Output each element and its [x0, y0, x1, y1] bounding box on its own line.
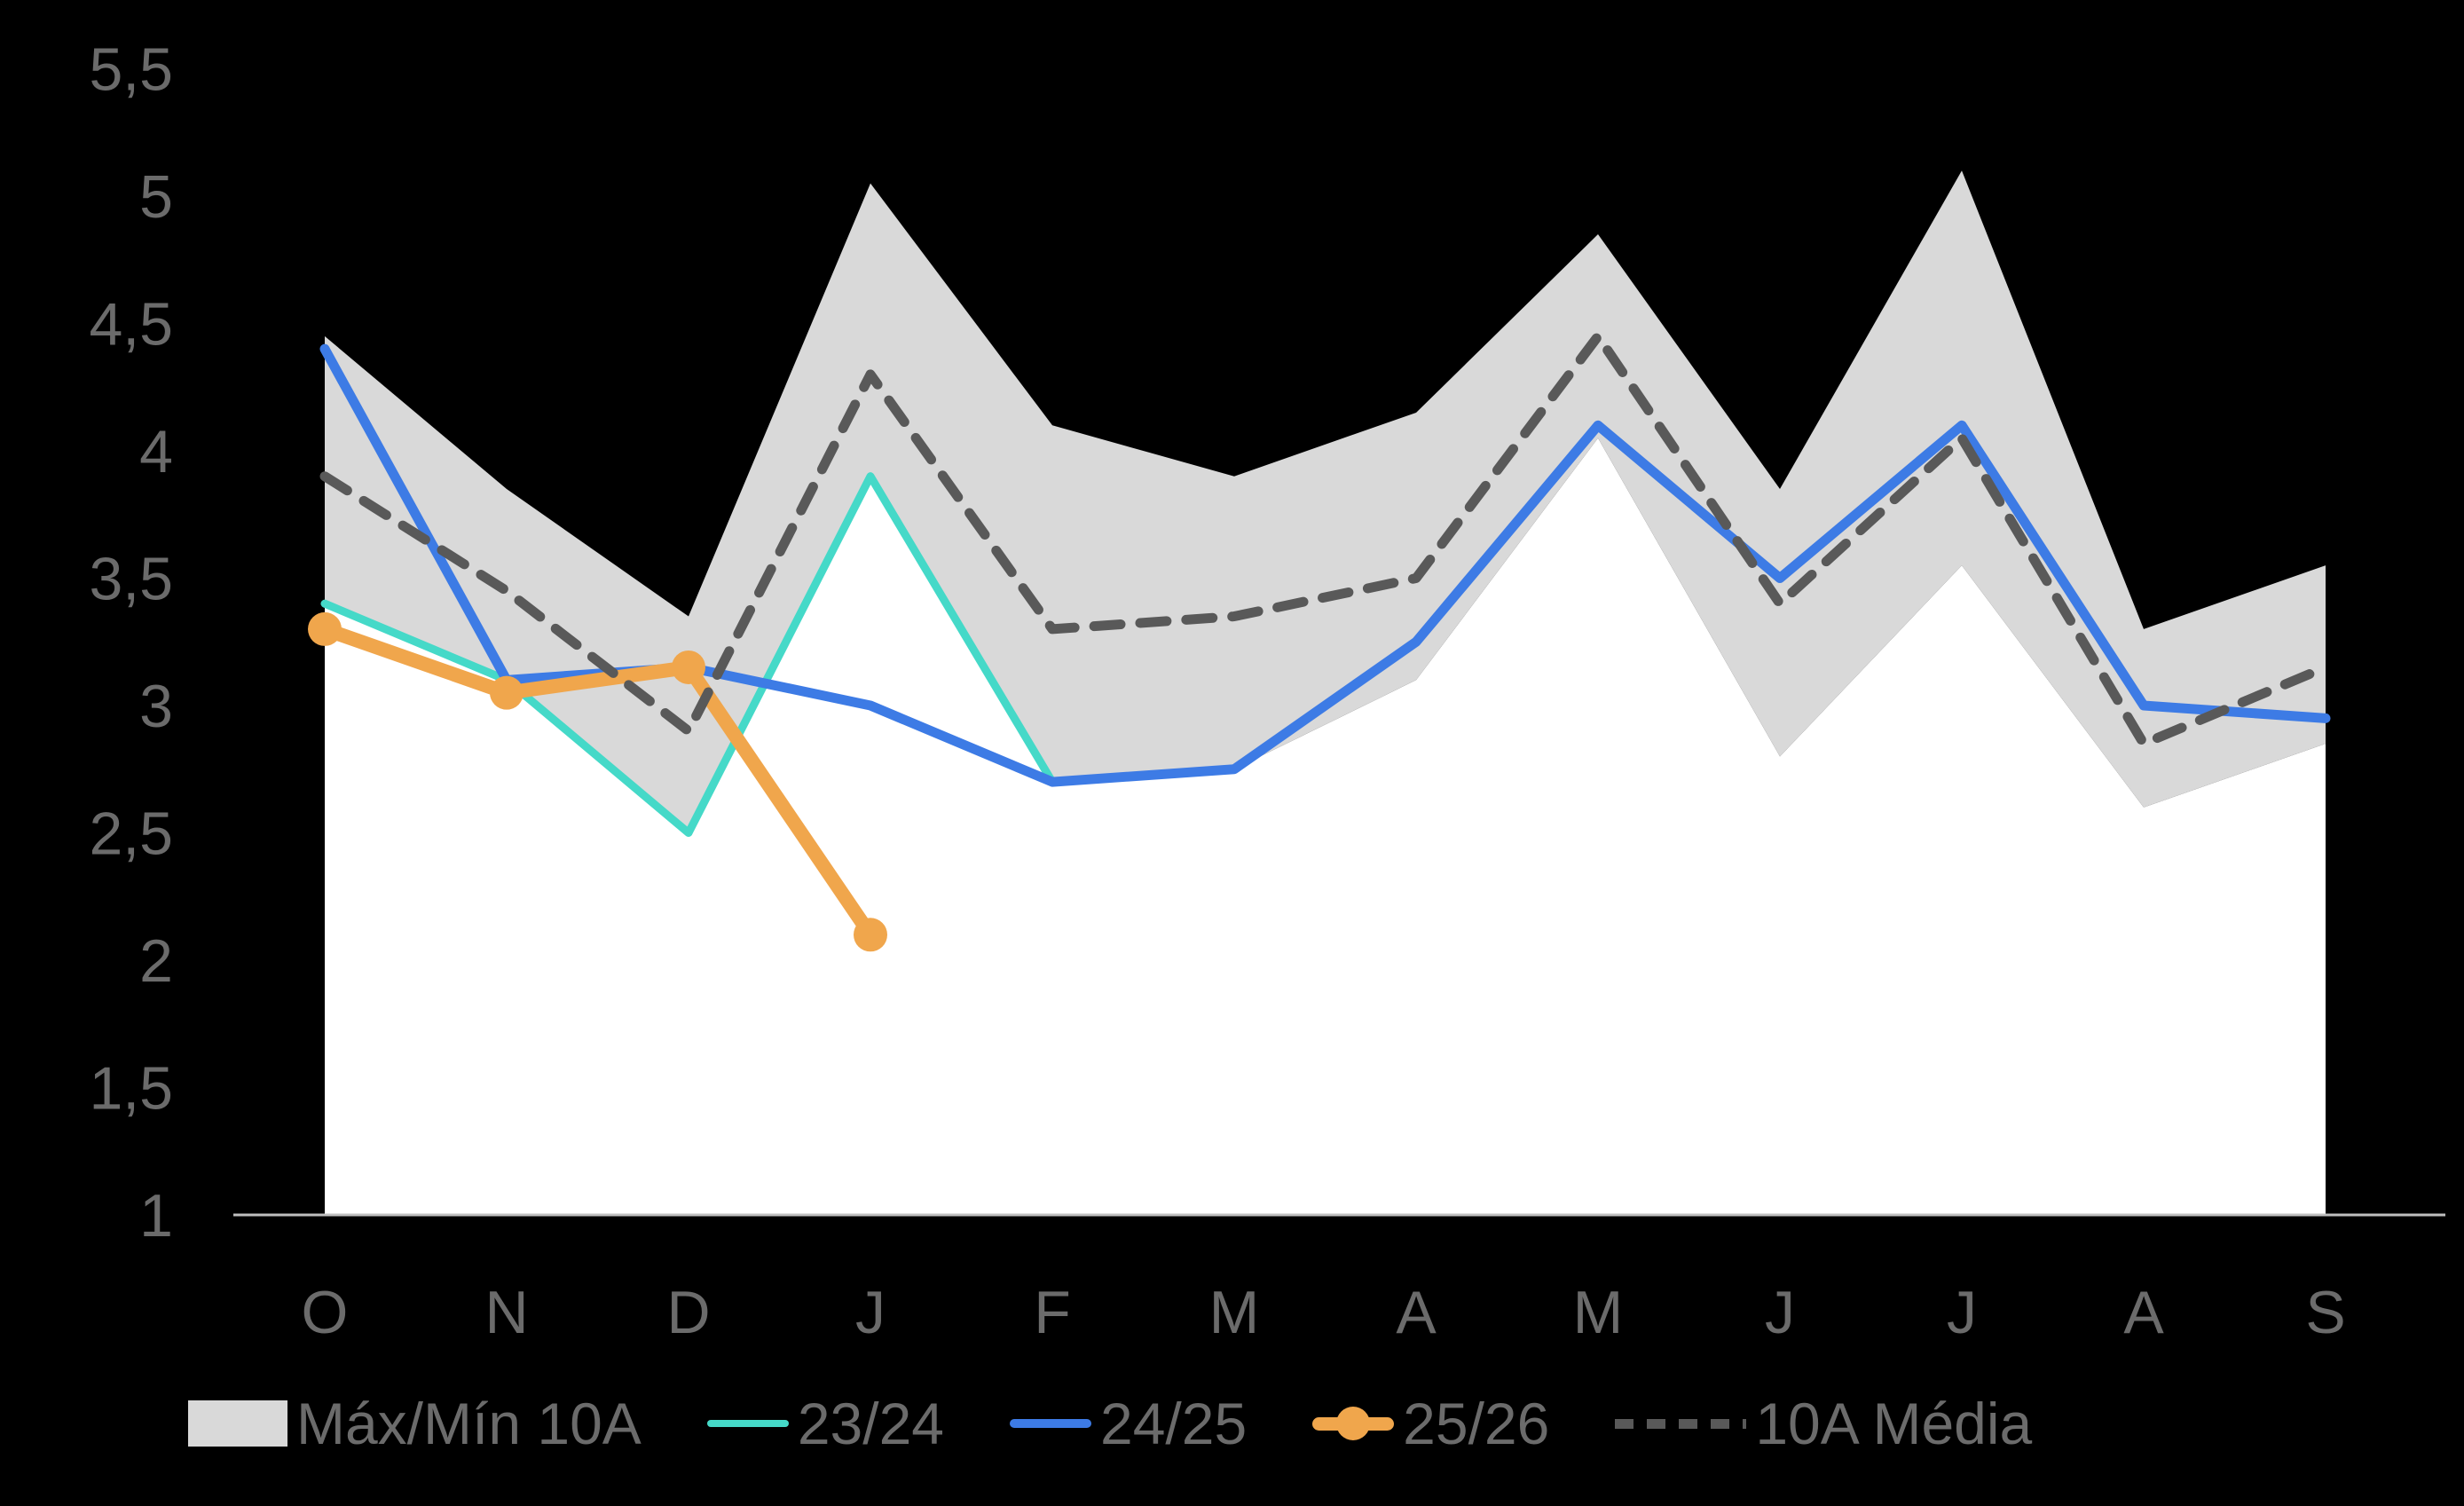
legend-item-10a-m-dia: 10A Média	[1615, 1390, 2032, 1457]
data-point-marker-25-26	[308, 611, 342, 646]
x-tick-label: N	[484, 1279, 528, 1346]
y-tick-label: 4	[139, 418, 173, 485]
series-line-10a-m-dia	[319, 331, 2331, 749]
x-tick-label: F	[1034, 1279, 1071, 1346]
series-line-23-24	[320, 472, 1057, 837]
data-point-marker-25-26	[672, 650, 705, 684]
legend-swatch-10a-m-dia-icon	[1615, 1418, 1747, 1429]
x-tick-label: S	[2305, 1279, 2345, 1346]
legend-swatch-24-25-icon	[1010, 1419, 1091, 1428]
x-tick-label: J	[1765, 1279, 1795, 1346]
legend-label: 25/26	[1403, 1391, 1550, 1456]
legend-item-23-24: 23/24	[706, 1390, 944, 1457]
x-tick-label: J	[855, 1279, 886, 1346]
legend-item-25-26: 25/26	[1312, 1390, 1549, 1457]
y-tick-label: 4,5	[89, 291, 173, 359]
legend-label: Máx/Mín 10A	[296, 1391, 642, 1456]
band-m-x-m-n-10a	[325, 170, 2326, 833]
legend-label: 24/25	[1100, 1391, 1248, 1456]
x-tick-label: D	[666, 1279, 710, 1346]
legend-swatch-23-24-icon	[706, 1420, 789, 1427]
y-tick-label: 5,5	[89, 36, 173, 104]
y-tick-label: 5	[139, 163, 173, 231]
x-tick-label: A	[2123, 1279, 2164, 1346]
series-line-25-26	[318, 621, 878, 942]
x-tick-label: A	[1396, 1279, 1437, 1346]
x-tick-label: J	[1947, 1279, 1977, 1346]
legend-item-24-25: 24/25	[1010, 1390, 1247, 1457]
y-tick-label: 3,5	[89, 546, 173, 613]
y-tick-label: 1,5	[89, 1055, 173, 1123]
x-tick-label: M	[1573, 1279, 1624, 1346]
plot-area-white-fill	[325, 438, 2326, 1215]
y-tick-label: 3	[139, 673, 173, 740]
y-tick-label: 2,5	[89, 800, 173, 868]
legend-swatch-25-26-icon	[1312, 1406, 1395, 1441]
x-tick-label: O	[302, 1279, 349, 1346]
y-tick-label: 1	[139, 1182, 173, 1250]
x-tick-label: M	[1209, 1279, 1260, 1346]
legend-label: 23/24	[797, 1391, 944, 1456]
data-point-marker-25-26	[854, 918, 887, 952]
chart-legend: Máx/Mín 10A 23/24 24/25 25/26 10A Média	[188, 1390, 2032, 1457]
y-tick-label: 2	[139, 927, 173, 995]
legend-item-m-x-m-n-10a: Máx/Mín 10A	[188, 1390, 642, 1457]
data-point-marker-25-26	[490, 675, 524, 710]
legend-label: 10A Média	[1755, 1391, 2033, 1456]
legend-swatch-m-x-m-n-10a-icon	[188, 1400, 287, 1447]
